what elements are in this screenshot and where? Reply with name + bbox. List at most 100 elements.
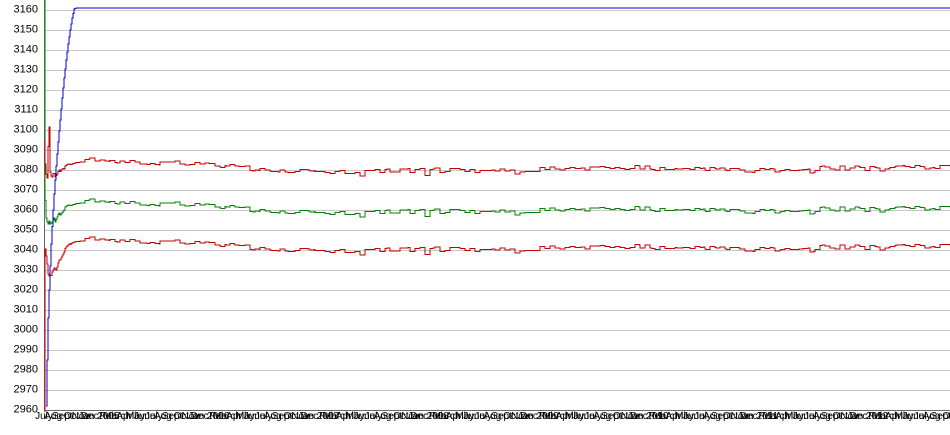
plot-area xyxy=(44,0,950,412)
x-axis-tick-label: Jan 2010 xyxy=(627,411,669,422)
x-axis-tick-label: Dec xyxy=(410,411,429,422)
x-axis-tick-label: June xyxy=(902,411,925,422)
x-axis-tick-label: May xyxy=(894,411,914,422)
x-axis-tick-label: April xyxy=(665,411,686,422)
x-axis-tick-label: Aug xyxy=(812,411,831,422)
x-axis-tick-label: Dec xyxy=(190,411,209,422)
x-axis-tick-label: Aug xyxy=(593,411,612,422)
y-axis-tick-label: 3030 xyxy=(13,263,38,276)
x-axis-tick-label: Nov xyxy=(510,411,529,422)
x-axis-tick-label: Sept xyxy=(161,411,183,422)
x-axis-tick-label: Sept xyxy=(710,411,732,422)
x-axis-tick-label: April xyxy=(885,411,906,422)
y-axis-tick-label: 2980 xyxy=(13,363,38,376)
y-axis-tick-label: 3010 xyxy=(13,303,38,316)
y-axis-tick-label: 2990 xyxy=(13,343,38,356)
x-axis-tick-label: April xyxy=(116,411,137,422)
x-axis-tick-label: Aug xyxy=(263,411,282,422)
x-axis-tick-label: Sept xyxy=(930,411,950,422)
x-axis-tick-label: Aug xyxy=(44,411,63,422)
x-axis-tick-label: Sept xyxy=(52,411,73,422)
x-axis-tick-label: July xyxy=(254,411,273,422)
x-axis-tick-label: Dec xyxy=(300,411,319,422)
y-axis-tick-label: 3070 xyxy=(13,183,38,196)
x-axis-tick-label: Oct xyxy=(502,411,519,422)
x-axis-tick-label: April xyxy=(335,411,357,422)
x-axis-tick-label: Sept xyxy=(491,411,512,422)
x-axis-tick-label: Feb xyxy=(428,411,447,422)
x-axis-tick-label: Sept xyxy=(601,411,622,422)
x-axis-tick-label: July xyxy=(144,411,163,422)
y-axis-tick-label: 3120 xyxy=(13,83,38,96)
x-axis-tick-label: June xyxy=(682,411,705,422)
x-axis-tick-label: Dec xyxy=(520,411,538,422)
y-axis-tick-label: 3080 xyxy=(13,163,38,176)
y-axis-tick-label: 3000 xyxy=(13,323,38,336)
x-axis-tick-label: Jan 2009 xyxy=(517,411,559,422)
x-axis-tick-label: Oct xyxy=(942,411,950,422)
y-axis-tick-label: 3020 xyxy=(13,283,38,296)
y-axis-tick-label: 3090 xyxy=(13,143,38,156)
x-axis-tick-label: Feb xyxy=(209,411,227,422)
x-axis-tick-label: Nov xyxy=(71,411,90,422)
series-running-mean xyxy=(44,0,950,225)
x-axis-tick-label: Oct xyxy=(832,411,848,422)
x-axis-tick-label: Oct xyxy=(612,411,629,422)
x-axis-tick-label: Oct xyxy=(283,411,299,422)
x-axis-tick-label: Feb xyxy=(538,411,556,422)
x-axis-tick-label: Jan 2011 xyxy=(737,411,779,422)
x-axis-tick-label: April xyxy=(445,411,466,422)
x-axis-tick-label: Nov xyxy=(401,411,419,422)
x-axis-tick-label: Nov xyxy=(181,411,200,422)
x-axis-tick-label: June xyxy=(792,411,815,422)
x-axis-tick-label: Jan 2006 xyxy=(188,411,230,422)
y-axis-tick-label: 3050 xyxy=(13,223,38,236)
x-axis-tick-label: March xyxy=(762,411,791,422)
x-axis-tick-label: May xyxy=(235,411,255,422)
y-axis-tick-label: 3150 xyxy=(13,23,38,36)
y-axis-tick-label: 2970 xyxy=(13,383,38,396)
y-axis-labels: 3160 3150 3140 3130 3120 3110 3100 3090 3080 3070… xyxy=(0,0,40,435)
x-axis-tick-label: Sept xyxy=(381,411,403,422)
x-axis-tick-label: Jan 2007 xyxy=(297,411,340,422)
x-axis-tick-label: June xyxy=(243,411,266,422)
x-axis-tick-label: Jan 2012 xyxy=(847,411,889,422)
x-axis-tick-label: July xyxy=(584,411,602,422)
x-axis-tick-label: Sept xyxy=(820,411,842,422)
x-axis-tick-label: April xyxy=(775,411,796,422)
x-axis-tick-label: Dec xyxy=(80,411,99,422)
x-axis-tick-label: Aug xyxy=(922,411,941,422)
x-axis-tick-label: Jan 2005 xyxy=(78,411,120,422)
x-axis-tick-label: Aug xyxy=(154,411,172,422)
x-axis-tick-label: March xyxy=(542,411,571,422)
x-axis-tick-label: Feb xyxy=(648,411,666,422)
y-axis-tick-label: 3160 xyxy=(13,3,38,16)
x-axis-tick-label: March xyxy=(872,411,900,422)
x-axis-tick-label: Nov xyxy=(840,411,859,422)
x-axis-tick-label: Dec xyxy=(849,411,868,422)
x-axis-tick-label: May xyxy=(675,411,695,422)
x-axis-tick-label: Feb xyxy=(868,411,886,422)
x-axis-tick-label: July xyxy=(803,411,822,422)
x-axis-labels: July Aug Sept Oct Nov Dec Jan 2005 Feb March Apri… xyxy=(0,412,950,428)
x-axis-tick-label: May xyxy=(126,411,145,422)
x-axis-tick-label: July xyxy=(694,411,712,422)
series-upper-control-limit xyxy=(44,126,950,179)
x-axis-tick-label: Oct xyxy=(722,411,739,422)
x-axis-tick-label: March xyxy=(103,411,132,422)
x-axis-tick-label: Aug xyxy=(483,411,502,422)
y-axis-tick-label: 3110 xyxy=(14,103,38,116)
x-axis-tick-label: Feb xyxy=(99,411,117,422)
x-axis-tick-label: Oct xyxy=(393,411,409,422)
x-axis-tick-label: Dec xyxy=(629,411,648,422)
x-axis-tick-label: May xyxy=(784,411,804,422)
x-axis-tick-label: March xyxy=(213,411,241,422)
x-axis-tick-label: Dec xyxy=(739,411,758,422)
x-axis-tick-label: Nov xyxy=(291,411,310,422)
x-axis-tick-label: May xyxy=(565,411,585,422)
x-axis-tick-label: April xyxy=(555,411,576,422)
series-cumulative-line xyxy=(46,7,950,407)
y-axis-tick-label: 3140 xyxy=(13,43,38,56)
x-axis-tick-label: Jan 2008 xyxy=(407,411,449,422)
